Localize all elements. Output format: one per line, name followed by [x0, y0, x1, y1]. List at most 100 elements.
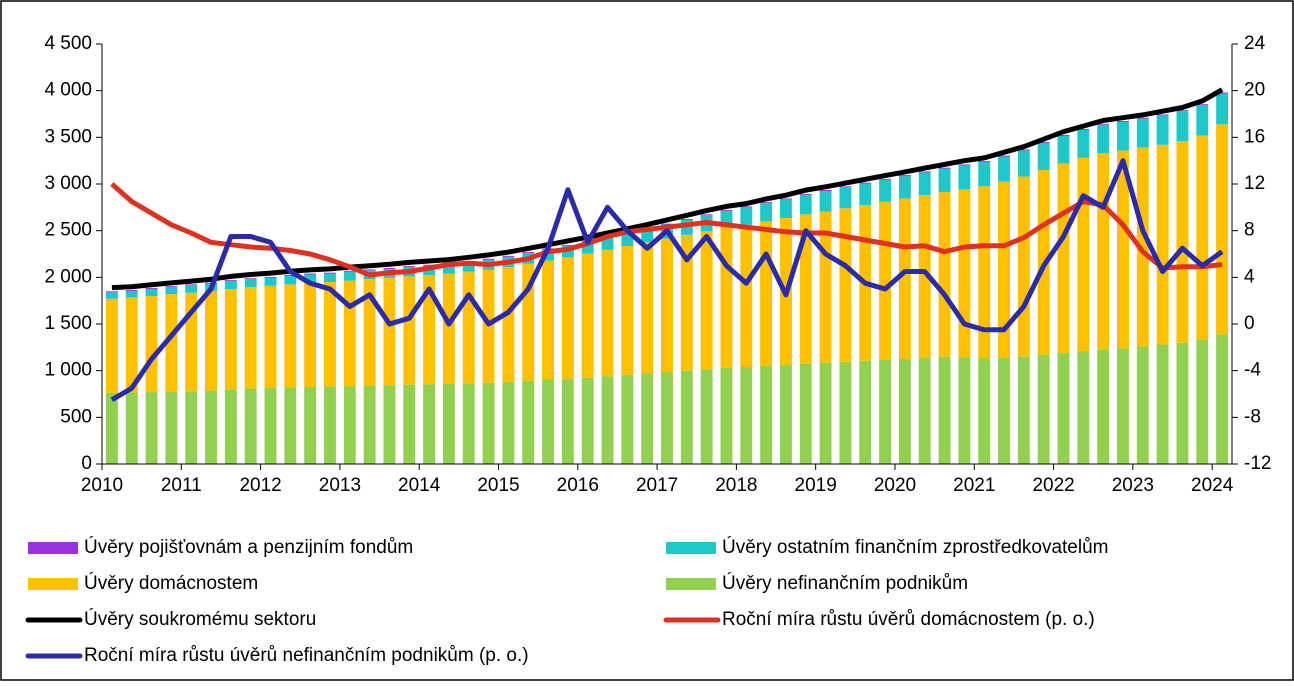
bar: [1097, 349, 1110, 464]
bar: [720, 211, 733, 228]
y-tick-label: 1 000: [44, 360, 92, 381]
y2-tick-label: 12: [1244, 173, 1265, 194]
y2-tick-label: 8: [1244, 220, 1255, 241]
bar: [105, 298, 118, 394]
bar: [165, 287, 178, 295]
bar: [165, 391, 178, 464]
bar: [363, 269, 376, 271]
bar: [760, 203, 773, 222]
y2-tick-label: 16: [1244, 126, 1265, 147]
bar: [581, 241, 594, 254]
bar: [740, 206, 753, 208]
bar: [363, 385, 376, 464]
bar: [1196, 105, 1209, 136]
bar: [700, 214, 713, 216]
y2-tick-label: -12: [1244, 453, 1271, 474]
bar: [105, 292, 118, 299]
y-tick-label: 0: [81, 453, 92, 474]
bar: [661, 238, 673, 373]
bar: [343, 280, 356, 387]
bar: [621, 374, 634, 464]
bar: [780, 365, 792, 464]
bar: [918, 195, 931, 358]
bar: [879, 178, 892, 180]
bar: [859, 183, 872, 205]
bar: [383, 268, 396, 269]
bar: [423, 264, 436, 266]
bar: [224, 280, 237, 282]
x-tick-label: 2013: [319, 475, 361, 496]
bar: [1057, 135, 1070, 136]
bar: [343, 270, 356, 272]
bar: [1216, 92, 1229, 94]
y2-tick-label: -4: [1244, 360, 1261, 381]
bar: [898, 359, 911, 464]
y2-tick-label: 0: [1244, 313, 1255, 334]
bar: [1176, 110, 1189, 112]
y-tick-label: 2 500: [44, 220, 92, 241]
bar: [1097, 123, 1110, 125]
legend-label: Úvěry ostatním finančním zprostředkovate…: [722, 536, 1109, 558]
bar: [1037, 142, 1050, 143]
bar: [264, 276, 277, 278]
bar: [423, 384, 436, 464]
bar: [284, 275, 297, 276]
bar: [760, 221, 773, 366]
bar: [145, 288, 158, 289]
x-tick-label: 2024: [1191, 475, 1234, 496]
bar: [958, 165, 971, 190]
bar: [502, 381, 515, 464]
bar: [780, 198, 792, 200]
bar: [641, 242, 654, 374]
bar: [1117, 348, 1129, 464]
bar: [601, 376, 614, 464]
bar: [1077, 129, 1090, 158]
bar: [165, 294, 178, 392]
bar: [938, 356, 951, 464]
bar: [522, 263, 535, 381]
bar: [839, 186, 852, 188]
legend-label: Roční míra růstu úvěrů domácnostem (p. o…: [722, 609, 1095, 630]
bar: [185, 292, 198, 392]
bar: [383, 385, 396, 464]
legend-label: Roční míra růstu úvěrů nefinančním podni…: [84, 645, 529, 666]
bar: [185, 391, 198, 464]
bar: [819, 191, 832, 212]
bar: [304, 274, 317, 283]
bar: [998, 155, 1010, 157]
bar: [284, 284, 297, 388]
bar: [1176, 342, 1189, 464]
y2-tick-label: -8: [1244, 406, 1261, 427]
bar: [819, 362, 832, 464]
bar: [125, 290, 138, 298]
bar: [1156, 344, 1169, 464]
bar: [363, 279, 376, 386]
bar: [522, 380, 535, 464]
bar: [264, 277, 277, 286]
bar: [482, 382, 495, 464]
bar: [1057, 135, 1070, 164]
bar: [403, 276, 416, 385]
bar: [760, 202, 773, 204]
bar: [1216, 124, 1229, 335]
bar: [264, 285, 277, 388]
y-tick-label: 2 000: [44, 266, 92, 287]
line: [110, 182, 1223, 278]
bar: [205, 390, 217, 464]
bar: [641, 373, 654, 464]
bar: [958, 189, 971, 358]
bar: [978, 186, 991, 359]
bar: [1097, 124, 1110, 154]
bar: [482, 258, 495, 260]
bar: [918, 357, 931, 464]
bar: [1117, 121, 1129, 151]
bar: [700, 231, 713, 370]
bar: [958, 164, 971, 166]
bar: [542, 380, 554, 464]
bar: [1136, 118, 1149, 148]
bar: [958, 357, 971, 464]
bar: [760, 366, 773, 464]
bar: [284, 387, 297, 464]
bar: [244, 287, 257, 389]
